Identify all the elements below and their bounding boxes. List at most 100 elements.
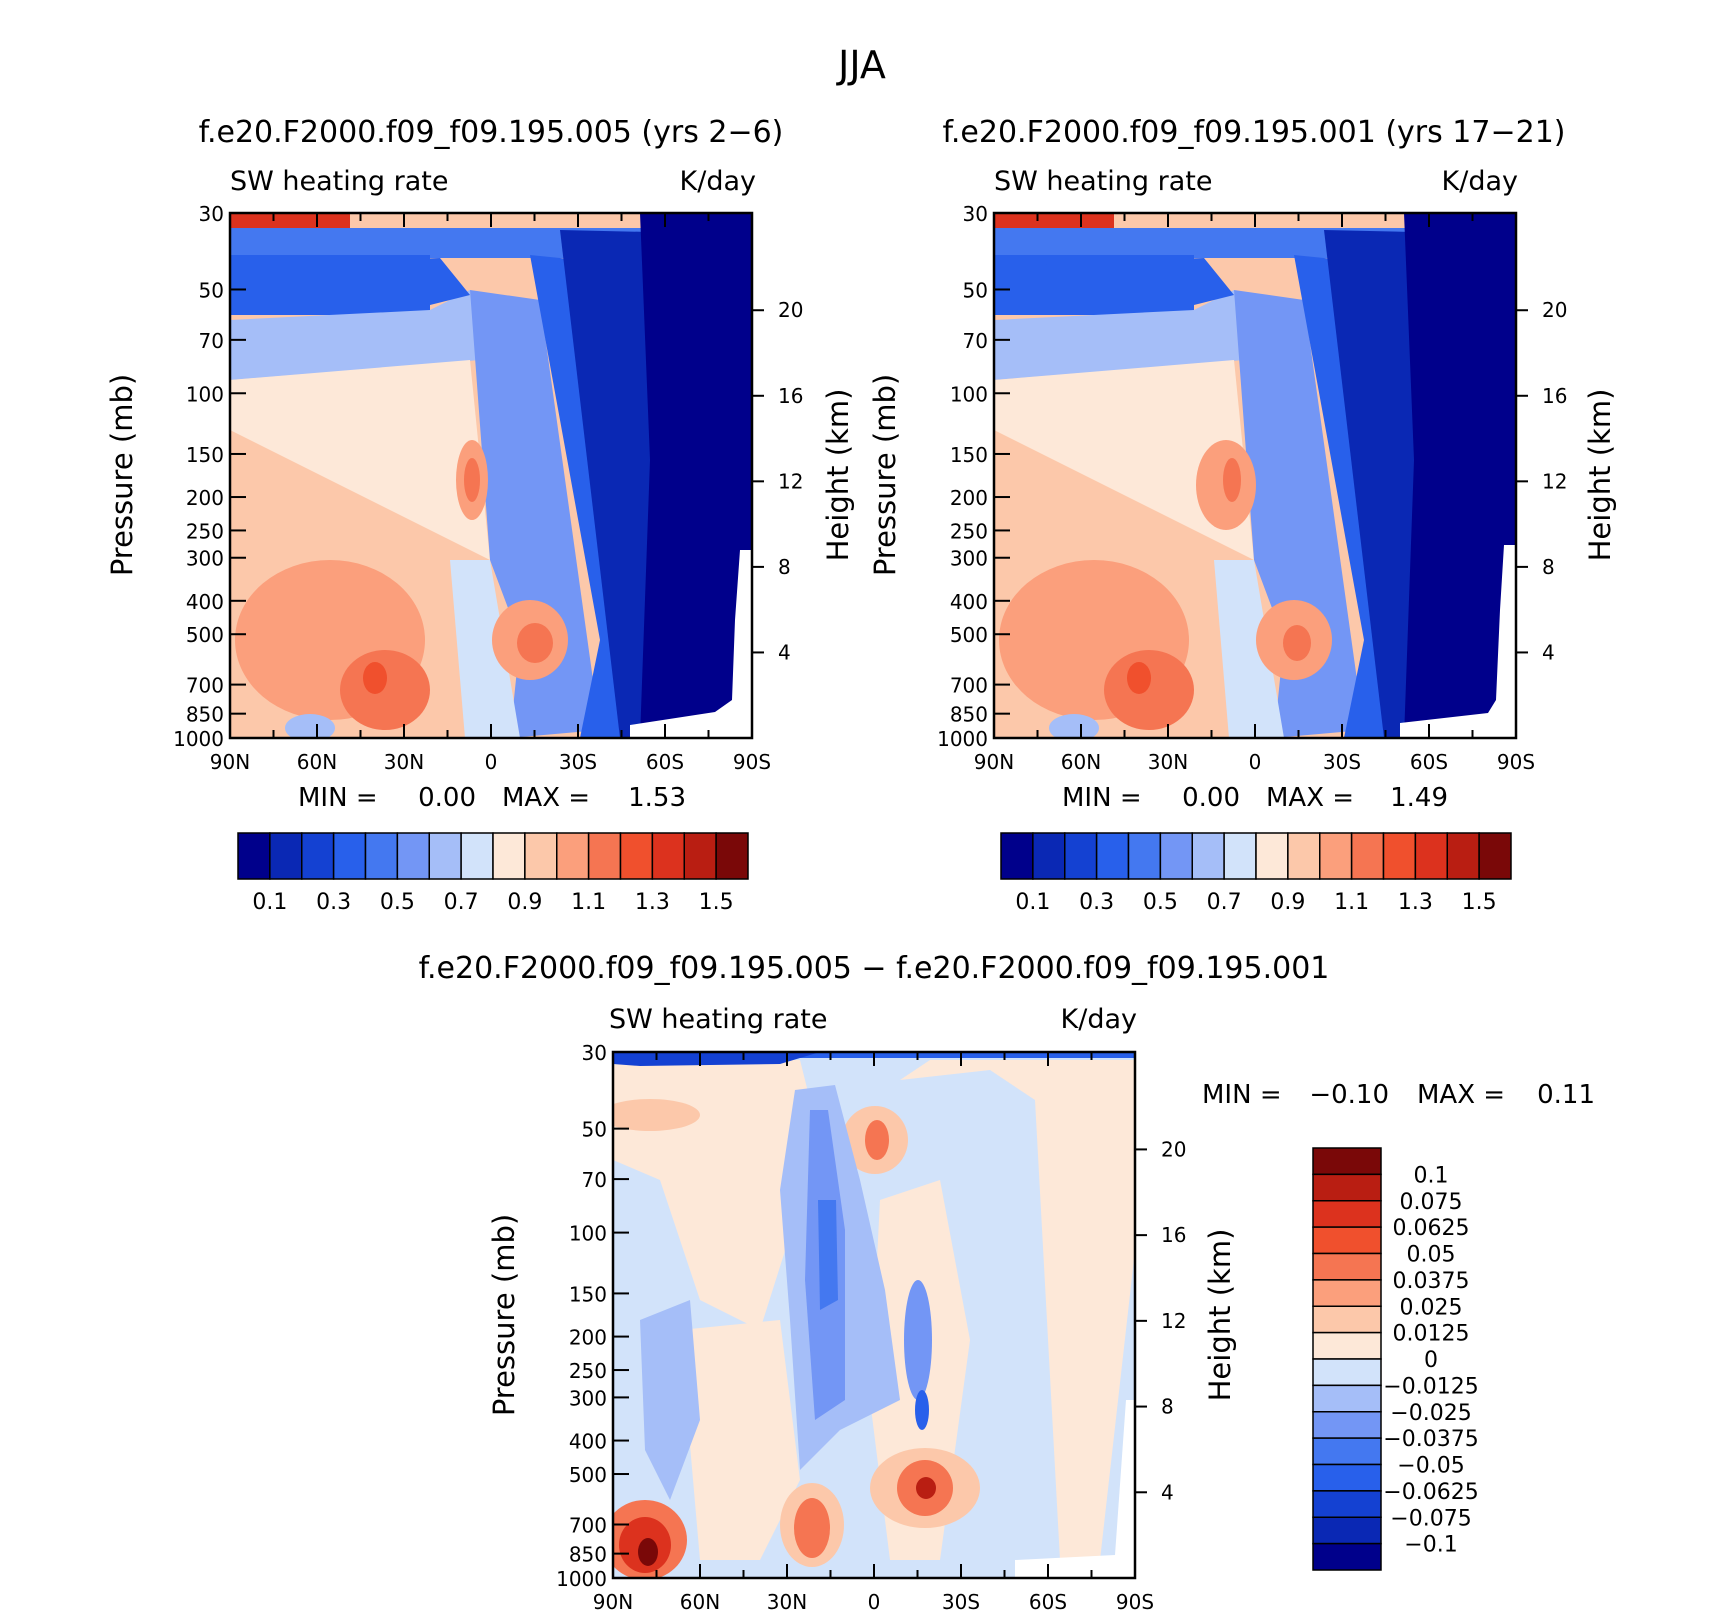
colorbar-swatch [396,832,430,880]
panel-1-min-value: 0.00 [418,783,476,813]
panel-3-axes: 305070100150200250300400500700850100090N… [556,1041,1186,1611]
height-tick-label: 8 [1161,1395,1174,1419]
panel-3-nh-neg [640,1300,700,1500]
colorbar-label: 1.3 [635,890,670,915]
colorbar-label: 0.3 [1079,890,1114,915]
panel-2-max-value: 1.49 [1390,783,1448,813]
colorbar-swatch [301,832,335,880]
panel-1-equator-light [450,560,520,738]
colorbar-swatch [715,832,749,880]
lat-tick-label: 90N [210,750,250,774]
pressure-tick-label: 150 [950,443,988,467]
colorbar-swatch [1287,832,1321,880]
pressure-tick-label: 100 [186,382,224,406]
lat-tick-label: 30S [1323,750,1361,774]
panel-3-max-value: 0.11 [1537,1080,1595,1110]
pressure-tick-label: 300 [950,547,988,571]
colorbar-label: −0.0625 [1383,1480,1478,1505]
colorbar-swatch [1312,1411,1382,1439]
panel-1-mid-max-core [464,458,480,502]
panel-3-150mb-pos [613,1099,700,1131]
colorbar-label: 0.1 [252,890,287,915]
lat-tick-label: 30S [942,1590,980,1611]
height-tick-label: 8 [1542,555,1555,579]
colorbar-label: 0 [1424,1348,1438,1373]
panel-3-sh-pbl-pos-max [916,1477,936,1499]
colorbar-label: 0.1 [1015,890,1050,915]
panel-3-variable: SW heating rate [609,1004,827,1035]
panel-1-axes: 305070100150200250300400500700850100090N… [173,202,803,774]
panel-2-nh-pbl-max [1127,662,1151,694]
colorbar-swatch [1032,832,1066,880]
pressure-tick-label: 700 [186,674,224,698]
colorbar-swatch [237,832,271,880]
panel-1-min-label: MIN = [298,783,378,813]
pressure-tick-label: 850 [569,1543,607,1567]
colorbar-swatch [1064,832,1098,880]
panel-3-max-label: MAX = [1417,1080,1505,1110]
panel-3-colorbar: 0.10.0750.06250.050.03750.0250.01250−0.0… [1312,1147,1479,1571]
colorbar-swatch [1312,1279,1382,1307]
height-tick-label: 20 [1161,1137,1186,1161]
colorbar-swatch [1312,1200,1382,1228]
pressure-tick-label: 400 [950,590,988,614]
pressure-tick-label: 500 [569,1463,607,1487]
colorbar-swatch [1223,832,1257,880]
pressure-tick-label: 30 [582,1041,607,1065]
height-tick-label: 16 [1542,384,1567,408]
panel-1-polar-sfc-light [285,714,335,738]
panel-1-field [230,213,752,738]
pressure-tick-label: 70 [963,329,988,353]
pressure-tick-label: 300 [569,1386,607,1410]
lat-tick-label: 90N [974,750,1014,774]
height-tick-label: 12 [778,469,803,493]
lat-tick-label: 90S [733,750,771,774]
pressure-tick-label: 300 [186,547,224,571]
panel-3-min-value: −0.10 [1309,1080,1389,1110]
pressure-tick-label: 700 [569,1513,607,1537]
lat-tick-label: 60N [1061,750,1101,774]
pressure-tick-label: 400 [186,590,224,614]
height-tick-label: 20 [1542,298,1567,322]
panel-2-sh-gradient-1 [1234,290,1364,738]
colorbar-label: 0.5 [1143,890,1178,915]
lat-tick-label: 60S [1410,750,1448,774]
pressure-tick-label: 100 [950,382,988,406]
pressure-tick-label: 1000 [173,727,224,751]
colorbar-label: 1.5 [699,890,734,915]
panel-1-title: f.e20.F2000.f09_f09.195.005 (yrs 2−6) [199,115,784,150]
height-tick-label: 8 [778,555,791,579]
colorbar-label: −0.025 [1390,1401,1471,1426]
panel-1-mid-trop-pale [230,360,490,560]
panel-1-nh-pbl-max [363,662,387,694]
colorbar-swatch [1312,1358,1382,1387]
panel-3-strat-neg-nh [613,1052,820,1066]
height-tick-label: 12 [1161,1309,1186,1333]
panel-1-strat-max-band [230,213,350,228]
colorbar-swatch [1312,1331,1382,1360]
colorbar-swatch [683,832,717,880]
colorbar-label: 0.075 [1400,1190,1463,1215]
panel-2-min-label: MIN = [1062,783,1142,813]
panel-2-strat-max-band [994,213,1114,228]
colorbar-label: 1.1 [1334,890,1369,915]
colorbar-swatch [269,832,303,880]
pressure-tick-label: 200 [569,1326,607,1350]
pressure-tick-label: 70 [582,1168,607,1192]
colorbar-swatch [1312,1226,1382,1255]
panel-2: f.e20.F2000.f09_f09.195.001 (yrs 17−21) … [868,115,1617,915]
panel-1-nh-upper-blue [270,258,470,310]
colorbar-swatch [1478,832,1512,880]
colorbar-swatch [1312,1490,1382,1518]
colorbar-label: −0.075 [1390,1506,1471,1531]
panel-1-variable: SW heating rate [230,166,448,197]
pressure-tick-label: 50 [199,278,224,302]
panel-1-units: K/day [680,166,756,197]
lat-tick-label: 60S [646,750,684,774]
pressure-tick-label: 400 [569,1430,607,1454]
panel-1-sh-gradient-3 [560,230,660,738]
panel-2-units: K/day [1442,166,1518,197]
height-tick-label: 16 [1161,1223,1186,1247]
pressure-tick-label: 700 [950,674,988,698]
colorbar-swatch [651,832,685,880]
